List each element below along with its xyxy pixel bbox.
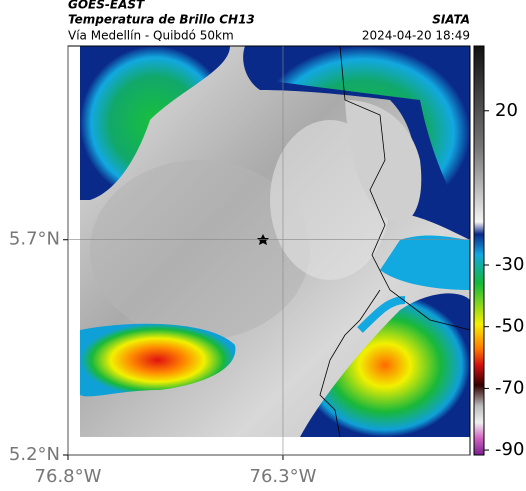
x-tick-label: 76.8°W bbox=[35, 466, 102, 487]
colorbar-tick-label: -50 bbox=[495, 316, 524, 337]
source: GOES-EAST bbox=[68, 0, 145, 12]
y-tick-label: 5.7°N bbox=[9, 229, 60, 250]
satellite-image bbox=[80, 45, 471, 438]
colorbar-tick-label: 20 bbox=[495, 100, 518, 121]
colorbar-tick-label: -30 bbox=[495, 254, 524, 275]
colorbar bbox=[473, 45, 485, 456]
y-tick-label: 5.2°N bbox=[9, 444, 60, 465]
colorbar-tick-label: -70 bbox=[495, 377, 524, 398]
agency: SIATA bbox=[432, 13, 470, 27]
colorbar-tick-label: -90 bbox=[495, 439, 524, 460]
x-tick-label: 76.3°W bbox=[250, 466, 317, 487]
route: Vía Medellín - Quibdó 50km bbox=[68, 29, 234, 43]
product: Temperatura de Brillo CH13 bbox=[68, 13, 255, 27]
datetime: 2024-04-20 18:49 bbox=[362, 29, 470, 43]
